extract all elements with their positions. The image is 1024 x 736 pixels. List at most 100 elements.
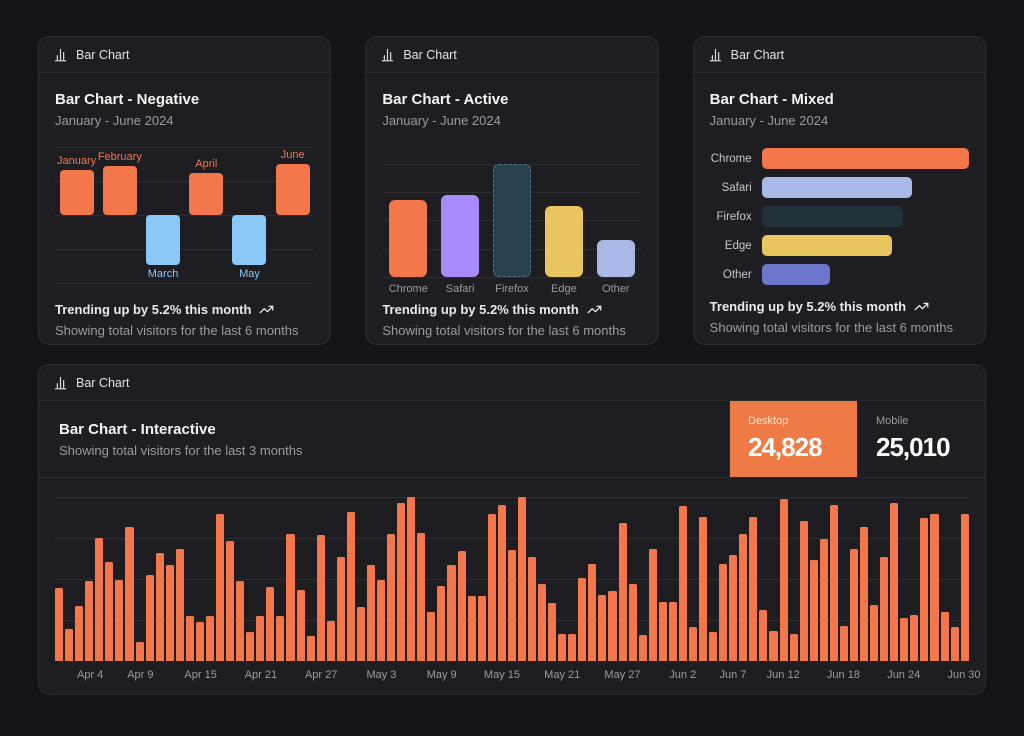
bar-2024-04-30[interactable] [346,511,355,661]
bar-firefox-active[interactable] [492,164,531,277]
bar-edge[interactable] [761,235,893,256]
bar-2024-06-30[interactable] [960,514,969,661]
bar-2024-06-01[interactable] [668,602,677,661]
bar-2024-04-18[interactable] [226,541,235,661]
bar-may[interactable] [232,215,267,266]
bar-2024-04-20[interactable] [246,631,255,661]
bar-2024-05-09[interactable] [437,586,446,661]
bar-2024-05-20[interactable] [548,602,557,661]
bar-2024-04-27[interactable] [316,535,325,661]
bar-2024-04-02[interactable] [65,629,74,661]
bar-2024-04-21[interactable] [256,615,265,661]
bar-2024-05-16[interactable] [507,549,516,661]
bar-firefox[interactable] [761,206,903,227]
bar-2024-06-11[interactable] [769,630,778,661]
bar-2024-04-01[interactable] [55,588,64,661]
bar-2024-05-31[interactable] [658,602,667,661]
bar-june[interactable] [275,163,310,215]
bar-2024-05-10[interactable] [447,564,456,661]
bar-2024-04-10[interactable] [145,575,154,661]
bar-2024-05-05[interactable] [397,502,406,661]
bar-2024-06-10[interactable] [759,610,768,661]
bar-2024-04-24[interactable] [286,533,295,661]
bar-2024-06-19[interactable] [849,548,858,661]
bar-2024-04-09[interactable] [135,641,144,661]
bar-2024-06-27[interactable] [930,513,939,661]
bar-2024-05-08[interactable] [427,612,436,661]
bar-2024-06-25[interactable] [910,614,919,661]
bar-2024-05-18[interactable] [527,557,536,661]
bar-2024-05-07[interactable] [417,533,426,661]
bar-safari[interactable] [441,195,480,277]
bar-other[interactable] [761,264,830,285]
bar-2024-05-02[interactable] [366,564,375,661]
bar-2024-06-28[interactable] [940,612,949,661]
bar-2024-04-19[interactable] [236,581,245,661]
bar-2024-04-22[interactable] [266,587,275,661]
bar-2024-06-26[interactable] [920,518,929,661]
bar-2024-06-02[interactable] [678,506,687,661]
bar-february[interactable] [102,165,137,215]
bar-2024-04-17[interactable] [216,514,225,661]
bar-2024-04-28[interactable] [326,620,335,661]
bar-2024-06-22[interactable] [880,556,889,661]
bar-2024-06-20[interactable] [860,526,869,661]
bar-2024-05-28[interactable] [628,584,637,661]
bar-2024-06-14[interactable] [799,520,808,661]
bar-2024-05-21[interactable] [558,634,567,661]
bar-2024-04-07[interactable] [115,580,124,661]
bar-2024-04-29[interactable] [336,557,345,661]
bar-2024-06-04[interactable] [699,516,708,661]
bar-2024-05-19[interactable] [538,583,547,661]
bar-2024-05-30[interactable] [648,549,657,661]
bar-2024-05-27[interactable] [618,522,627,661]
bar-2024-06-23[interactable] [890,503,899,661]
bar-2024-04-13[interactable] [175,548,184,661]
bar-2024-05-11[interactable] [457,550,466,661]
bar-2024-05-17[interactable] [517,496,526,661]
bar-2024-06-29[interactable] [950,627,959,661]
bar-2024-05-29[interactable] [638,635,647,661]
bar-march[interactable] [146,215,181,265]
bar-2024-04-26[interactable] [306,636,315,661]
bar-2024-05-12[interactable] [467,596,476,661]
bar-2024-04-14[interactable] [185,615,194,661]
bar-2024-04-08[interactable] [125,526,134,661]
bar-2024-04-11[interactable] [155,553,164,661]
bar-chrome[interactable] [761,148,969,169]
bar-safari[interactable] [761,177,913,198]
bar-2024-05-13[interactable] [477,596,486,661]
bar-2024-06-09[interactable] [749,516,758,661]
bar-2024-04-05[interactable] [95,538,104,661]
bar-2024-06-17[interactable] [829,504,838,661]
bar-2024-06-18[interactable] [839,625,848,661]
bar-2024-05-26[interactable] [608,590,617,661]
bar-2024-04-12[interactable] [165,564,174,661]
bar-2024-05-03[interactable] [377,579,386,661]
bar-2024-04-15[interactable] [195,621,204,661]
bar-2024-04-04[interactable] [85,581,94,661]
bar-2024-04-16[interactable] [205,615,214,661]
bar-2024-06-16[interactable] [819,539,828,661]
bar-2024-06-13[interactable] [789,634,798,661]
bar-2024-06-15[interactable] [809,560,818,661]
bar-2024-06-03[interactable] [688,627,697,661]
bar-2024-05-14[interactable] [487,513,496,661]
mobile-toggle-button[interactable]: Mobile 25,010 [857,401,985,477]
bar-2024-06-05[interactable] [709,632,718,661]
bar-2024-05-15[interactable] [497,505,506,661]
bar-2024-06-06[interactable] [719,564,728,661]
bar-2024-04-25[interactable] [296,590,305,661]
bar-2024-04-06[interactable] [105,562,114,661]
bar-2024-06-12[interactable] [779,499,788,661]
bar-2024-05-25[interactable] [598,594,607,661]
bar-2024-05-04[interactable] [387,534,396,661]
bar-2024-06-24[interactable] [900,617,909,661]
bar-2024-05-24[interactable] [588,564,597,661]
bar-other[interactable] [596,240,635,277]
bar-2024-04-03[interactable] [75,606,84,661]
desktop-toggle-button[interactable]: Desktop 24,828 [729,401,857,477]
bar-april[interactable] [189,173,224,215]
bar-january[interactable] [59,170,94,215]
bar-2024-05-01[interactable] [356,606,365,661]
